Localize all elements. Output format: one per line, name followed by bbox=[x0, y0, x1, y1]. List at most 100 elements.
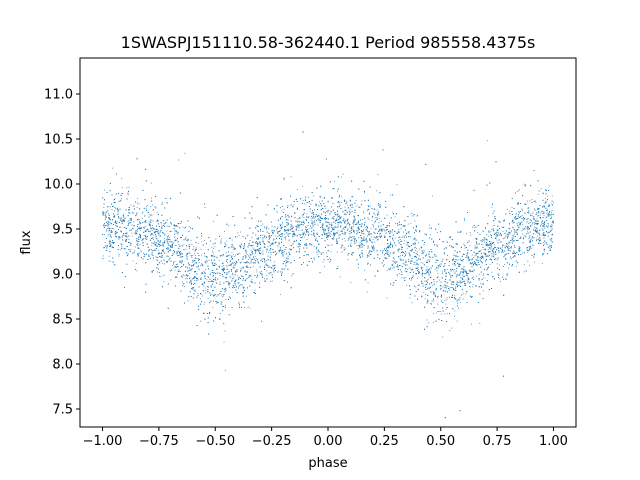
data-point bbox=[261, 270, 263, 272]
data-point bbox=[363, 212, 365, 214]
data-point bbox=[388, 254, 390, 256]
data-point bbox=[523, 271, 525, 273]
data-point bbox=[136, 243, 138, 245]
data-point bbox=[418, 242, 419, 244]
data-point bbox=[347, 239, 349, 241]
data-point bbox=[281, 252, 283, 254]
data-point bbox=[430, 257, 432, 259]
data-point bbox=[460, 277, 462, 279]
data-point bbox=[465, 233, 467, 234]
data-point bbox=[288, 236, 290, 238]
data-point bbox=[363, 269, 365, 271]
data-point bbox=[513, 233, 515, 235]
data-point bbox=[536, 235, 538, 237]
data-point bbox=[252, 247, 254, 249]
data-point bbox=[103, 225, 105, 227]
data-point bbox=[453, 257, 454, 259]
data-point bbox=[489, 259, 491, 260]
data-point bbox=[543, 251, 545, 253]
data-point bbox=[437, 272, 439, 274]
data-point bbox=[424, 273, 426, 275]
data-point bbox=[137, 229, 138, 231]
data-point bbox=[115, 225, 117, 227]
data-point bbox=[507, 243, 509, 245]
data-point bbox=[531, 237, 533, 239]
data-point bbox=[416, 251, 418, 253]
data-point bbox=[399, 236, 401, 238]
data-point bbox=[271, 280, 273, 282]
data-point bbox=[262, 238, 264, 240]
data-point bbox=[378, 228, 380, 230]
data-point bbox=[491, 206, 493, 208]
data-point bbox=[133, 208, 135, 210]
data-point bbox=[264, 261, 266, 263]
data-point bbox=[257, 241, 259, 243]
data-point bbox=[212, 252, 214, 254]
data-point bbox=[271, 230, 273, 232]
data-point bbox=[158, 250, 160, 252]
data-point bbox=[518, 211, 520, 212]
data-point bbox=[512, 242, 513, 244]
data-point bbox=[349, 211, 351, 213]
data-point bbox=[440, 296, 442, 298]
data-point bbox=[528, 229, 530, 230]
data-point bbox=[361, 224, 363, 226]
data-point bbox=[340, 202, 342, 204]
data-point bbox=[413, 261, 415, 263]
data-point bbox=[166, 241, 168, 243]
data-point bbox=[231, 251, 233, 253]
data-point bbox=[190, 276, 192, 278]
data-point bbox=[547, 196, 549, 198]
data-point bbox=[399, 255, 401, 257]
data-point bbox=[240, 247, 241, 249]
data-point bbox=[200, 265, 201, 266]
data-point bbox=[131, 211, 133, 213]
data-point bbox=[543, 243, 545, 245]
data-point bbox=[374, 214, 376, 216]
data-point bbox=[374, 241, 376, 243]
data-point bbox=[129, 244, 131, 246]
data-point bbox=[215, 255, 217, 257]
data-point bbox=[347, 259, 349, 261]
data-point bbox=[350, 242, 352, 244]
data-point bbox=[250, 249, 252, 251]
data-point bbox=[509, 247, 511, 249]
data-point bbox=[522, 233, 524, 235]
data-point bbox=[128, 186, 130, 188]
data-point bbox=[128, 222, 130, 224]
data-point bbox=[116, 221, 118, 223]
data-point bbox=[186, 258, 188, 259]
data-point bbox=[520, 237, 522, 239]
data-point bbox=[480, 249, 482, 251]
data-point bbox=[169, 231, 171, 232]
data-point bbox=[161, 226, 162, 228]
data-point bbox=[234, 256, 236, 258]
data-point bbox=[551, 245, 552, 246]
data-point bbox=[526, 227, 527, 229]
data-point bbox=[464, 253, 466, 255]
data-point bbox=[361, 232, 363, 234]
data-point bbox=[537, 231, 539, 233]
data-point bbox=[363, 223, 365, 225]
data-point bbox=[296, 220, 298, 222]
data-point bbox=[414, 247, 416, 249]
data-point bbox=[371, 220, 373, 222]
data-point bbox=[358, 237, 360, 239]
data-point bbox=[501, 249, 503, 250]
data-point bbox=[530, 238, 532, 240]
data-point bbox=[238, 302, 240, 304]
data-point bbox=[328, 236, 330, 238]
data-point bbox=[439, 284, 441, 286]
data-point bbox=[183, 243, 185, 245]
data-point bbox=[237, 232, 239, 234]
data-point bbox=[548, 213, 549, 215]
data-point bbox=[126, 240, 128, 242]
data-point bbox=[116, 214, 118, 215]
data-point bbox=[257, 249, 259, 251]
data-point bbox=[429, 227, 430, 229]
data-point bbox=[437, 297, 438, 299]
data-point bbox=[366, 210, 368, 212]
data-point bbox=[222, 254, 224, 256]
data-point bbox=[545, 189, 547, 191]
data-point bbox=[488, 251, 489, 253]
